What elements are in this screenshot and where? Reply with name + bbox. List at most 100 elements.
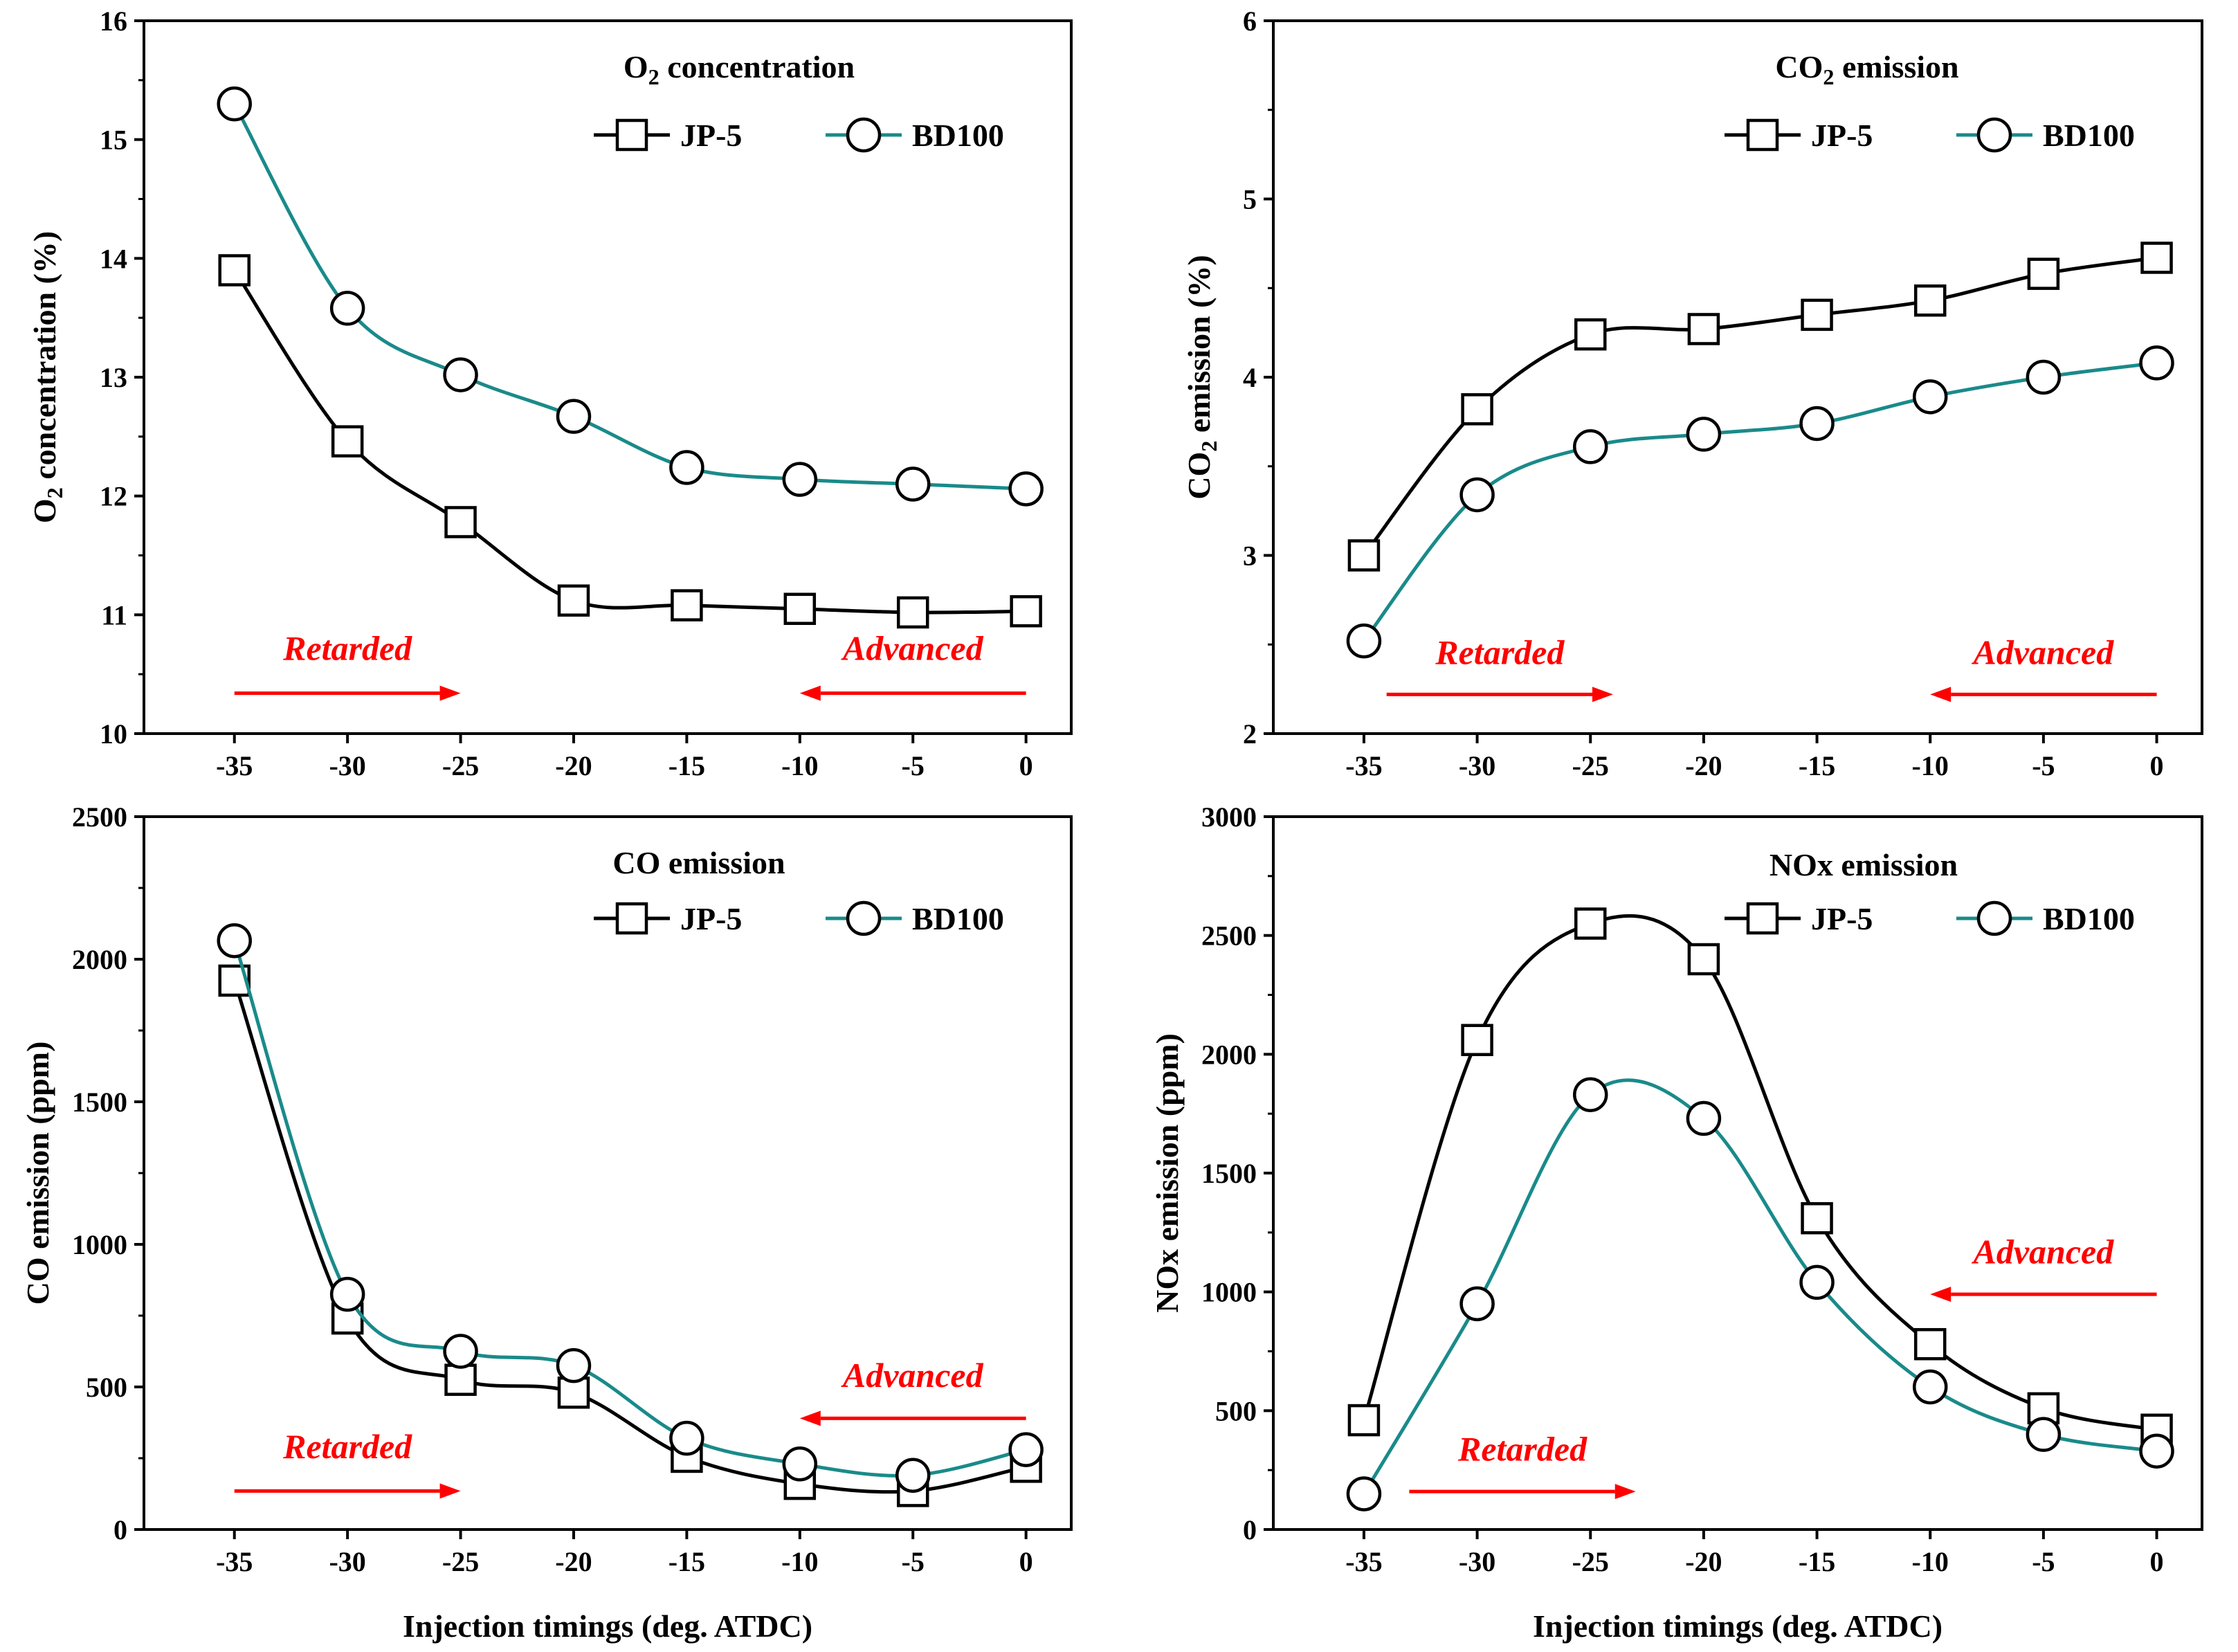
- annotation-arrow-head: [439, 685, 461, 701]
- data-point: [331, 425, 364, 457]
- chart-title: O2 concentration: [624, 49, 855, 89]
- data-point: [671, 589, 703, 621]
- x-tick-label: -15: [1799, 1546, 1835, 1577]
- chart-panel-1: -35 -30 -25 -20 -15 -10 -5 0 10 11 12 13 14 15 16 O2 co…: [27, 6, 1073, 781]
- annotation-retarded: Retarded: [234, 1427, 461, 1499]
- data-point: [217, 86, 252, 122]
- y-tick-label: 6: [1243, 6, 1257, 37]
- data-point: [2026, 1417, 2062, 1452]
- series-bd100: [1346, 1077, 2174, 1512]
- data-point: [783, 592, 817, 625]
- annotation-label: Retarded: [1457, 1429, 1587, 1468]
- data-point: [1574, 907, 1607, 940]
- y-tick-label: 2: [1243, 718, 1257, 750]
- annotation-arrow-head: [799, 685, 821, 701]
- legend-item-bd100: BD100: [826, 900, 1004, 936]
- data-point: [1347, 539, 1381, 572]
- legend-marker: [615, 902, 648, 935]
- x-tick-label: -15: [1799, 750, 1835, 781]
- data-point: [1572, 429, 1608, 464]
- chart-panel-2: -35 -30 -25 -20 -15 -10 -5 0 2 3 4 5 6 CO2 emission (…: [1181, 6, 2203, 781]
- x-tick-label: -20: [1685, 750, 1722, 781]
- x-tick-label: -10: [1912, 1546, 1949, 1577]
- data-point: [782, 462, 818, 497]
- x-tick-label: -5: [2032, 750, 2055, 781]
- annotation-retarded: Retarded: [1386, 633, 1613, 702]
- data-point: [1801, 1201, 1833, 1235]
- series-bd100: [217, 86, 1044, 507]
- data-point: [1459, 477, 1495, 513]
- x-axis-label: Injection timings (deg. ATDC): [403, 1608, 812, 1644]
- y-tick-label: 16: [100, 6, 127, 37]
- data-point: [782, 1446, 818, 1482]
- data-point: [1687, 313, 1720, 345]
- x-tick-label: 0: [1019, 1546, 1033, 1577]
- x-tick-label: -10: [781, 750, 818, 781]
- data-point: [1572, 1077, 1608, 1112]
- data-point: [443, 357, 478, 392]
- chart-title: CO emission: [612, 845, 785, 880]
- data-point: [217, 923, 252, 959]
- chart-title: NOx emission: [1770, 847, 1958, 882]
- annotation-arrow-head: [1614, 1484, 1636, 1500]
- data-point: [2139, 345, 2174, 381]
- data-point: [1346, 623, 1382, 659]
- annotation-retarded: Retarded: [234, 629, 461, 701]
- legend-marker: [1976, 900, 2012, 936]
- data-point: [218, 254, 251, 287]
- annotation-retarded: Retarded: [1409, 1429, 1636, 1500]
- data-point: [896, 596, 929, 629]
- legend-item-bd100: BD100: [826, 117, 1004, 153]
- data-point: [1008, 1432, 1044, 1467]
- y-tick-label: 500: [1215, 1395, 1257, 1426]
- y-axis-label: CO emission (ppm): [20, 1042, 55, 1305]
- chart-title: CO2 emission: [1775, 49, 1958, 89]
- annotation-label: Advanced: [1972, 1232, 2115, 1271]
- series-line: [233, 980, 1027, 1494]
- data-point: [1008, 471, 1044, 507]
- y-tick-label: 500: [86, 1372, 127, 1403]
- data-point: [1459, 1286, 1495, 1322]
- x-tick-label: -25: [442, 1546, 479, 1577]
- x-tick-label: -15: [668, 1546, 705, 1577]
- x-tick-label: -10: [781, 1546, 818, 1577]
- y-tick-label: 2000: [72, 944, 127, 975]
- y-tick-label: 1500: [1201, 1158, 1257, 1189]
- x-tick-label: -5: [902, 1546, 925, 1577]
- series-jp-5: [1347, 907, 2173, 1446]
- x-tick-label: -35: [216, 750, 253, 781]
- data-point: [1799, 406, 1835, 442]
- annotation-arrow-head: [1930, 1287, 1952, 1302]
- annotation-label: Retarded: [282, 629, 412, 668]
- x-tick-label: -25: [1572, 750, 1609, 781]
- annotation-label: Retarded: [282, 1427, 412, 1466]
- annotation-label: Advanced: [841, 1356, 984, 1395]
- data-point: [2027, 257, 2060, 290]
- data-point: [1574, 318, 1607, 351]
- x-tick-label: 0: [2150, 1546, 2164, 1577]
- annotation-advanced: Advanced: [1930, 633, 2157, 702]
- chart-panel-3: -35 -30 -25 -20 -15 -10 -5 0 0 500 1000 1500 2000 250…: [20, 801, 1073, 1644]
- x-tick-label: -15: [668, 750, 705, 781]
- legend-marker: [846, 117, 882, 153]
- legend-item-bd100: BD100: [1956, 117, 2135, 153]
- data-point: [1461, 393, 1493, 426]
- series-bd100: [1346, 345, 2174, 659]
- legend-item-jp-5: JP-5: [1725, 901, 1873, 936]
- annotation-arrow-head: [1592, 687, 1613, 702]
- data-point: [443, 1334, 478, 1369]
- legend-label: JP-5: [1811, 118, 1873, 153]
- y-tick-label: 0: [1243, 1514, 1257, 1545]
- y-tick-label: 3000: [1201, 801, 1257, 833]
- legend-label: JP-5: [680, 118, 742, 153]
- data-point: [895, 466, 931, 502]
- series-jp-5: [218, 254, 1042, 629]
- y-tick-label: 4: [1243, 362, 1257, 393]
- data-point: [1913, 284, 1947, 317]
- x-tick-label: -35: [216, 1546, 253, 1577]
- x-tick-label: 0: [1019, 750, 1033, 781]
- annotation-label: Advanced: [841, 629, 984, 668]
- y-axis-label: NOx emission (ppm): [1149, 1033, 1185, 1313]
- x-tick-label: -25: [442, 750, 479, 781]
